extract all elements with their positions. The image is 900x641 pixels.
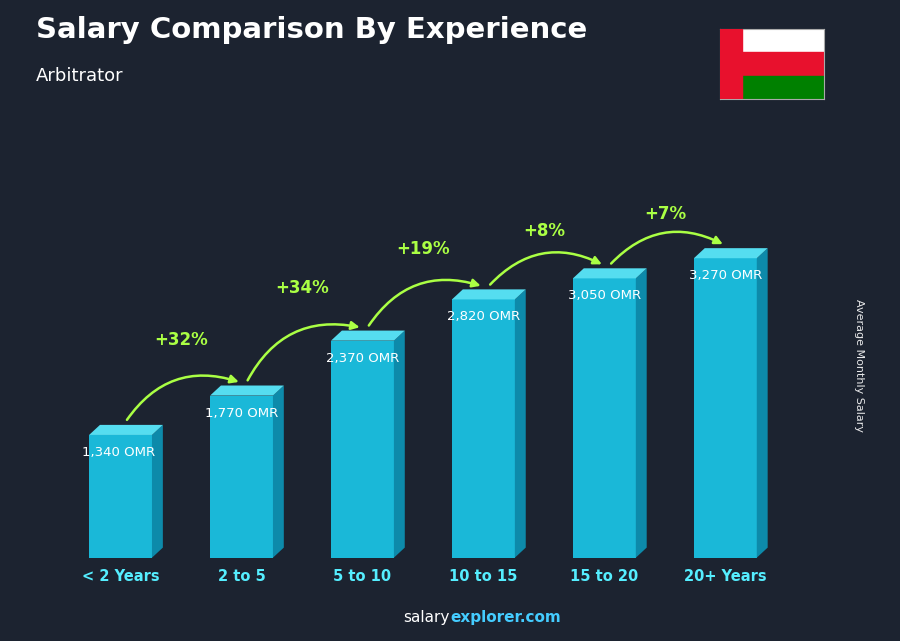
Text: +34%: +34% bbox=[275, 279, 328, 297]
Polygon shape bbox=[210, 385, 284, 395]
Text: 2,370 OMR: 2,370 OMR bbox=[326, 352, 400, 365]
Polygon shape bbox=[331, 331, 405, 340]
Polygon shape bbox=[515, 289, 526, 558]
Text: 3,270 OMR: 3,270 OMR bbox=[689, 269, 762, 282]
Polygon shape bbox=[694, 248, 768, 258]
Text: 1,340 OMR: 1,340 OMR bbox=[82, 446, 155, 459]
Bar bbox=[720, 53, 824, 76]
Polygon shape bbox=[394, 331, 405, 558]
Text: 1,770 OMR: 1,770 OMR bbox=[205, 406, 278, 420]
Polygon shape bbox=[452, 289, 526, 299]
Text: +7%: +7% bbox=[644, 204, 686, 222]
Polygon shape bbox=[89, 435, 152, 558]
Polygon shape bbox=[694, 258, 757, 558]
Text: +19%: +19% bbox=[396, 240, 450, 258]
Bar bbox=[720, 29, 824, 53]
Text: Arbitrator: Arbitrator bbox=[36, 67, 123, 85]
Polygon shape bbox=[635, 269, 647, 558]
Polygon shape bbox=[210, 395, 273, 558]
Polygon shape bbox=[757, 248, 768, 558]
Polygon shape bbox=[152, 425, 163, 558]
Polygon shape bbox=[331, 340, 394, 558]
Text: Average Monthly Salary: Average Monthly Salary bbox=[854, 299, 865, 432]
Text: +8%: +8% bbox=[523, 222, 565, 240]
Text: 2,820 OMR: 2,820 OMR bbox=[447, 310, 520, 324]
Text: explorer.com: explorer.com bbox=[450, 610, 561, 625]
Bar bbox=[720, 76, 824, 99]
Text: +32%: +32% bbox=[154, 331, 208, 349]
Text: salary: salary bbox=[403, 610, 450, 625]
Bar bbox=[720, 29, 742, 99]
Polygon shape bbox=[273, 385, 284, 558]
Polygon shape bbox=[89, 425, 163, 435]
Text: Salary Comparison By Experience: Salary Comparison By Experience bbox=[36, 16, 587, 44]
Polygon shape bbox=[452, 299, 515, 558]
Polygon shape bbox=[573, 278, 635, 558]
Text: 3,050 OMR: 3,050 OMR bbox=[568, 289, 641, 303]
Polygon shape bbox=[573, 269, 647, 278]
